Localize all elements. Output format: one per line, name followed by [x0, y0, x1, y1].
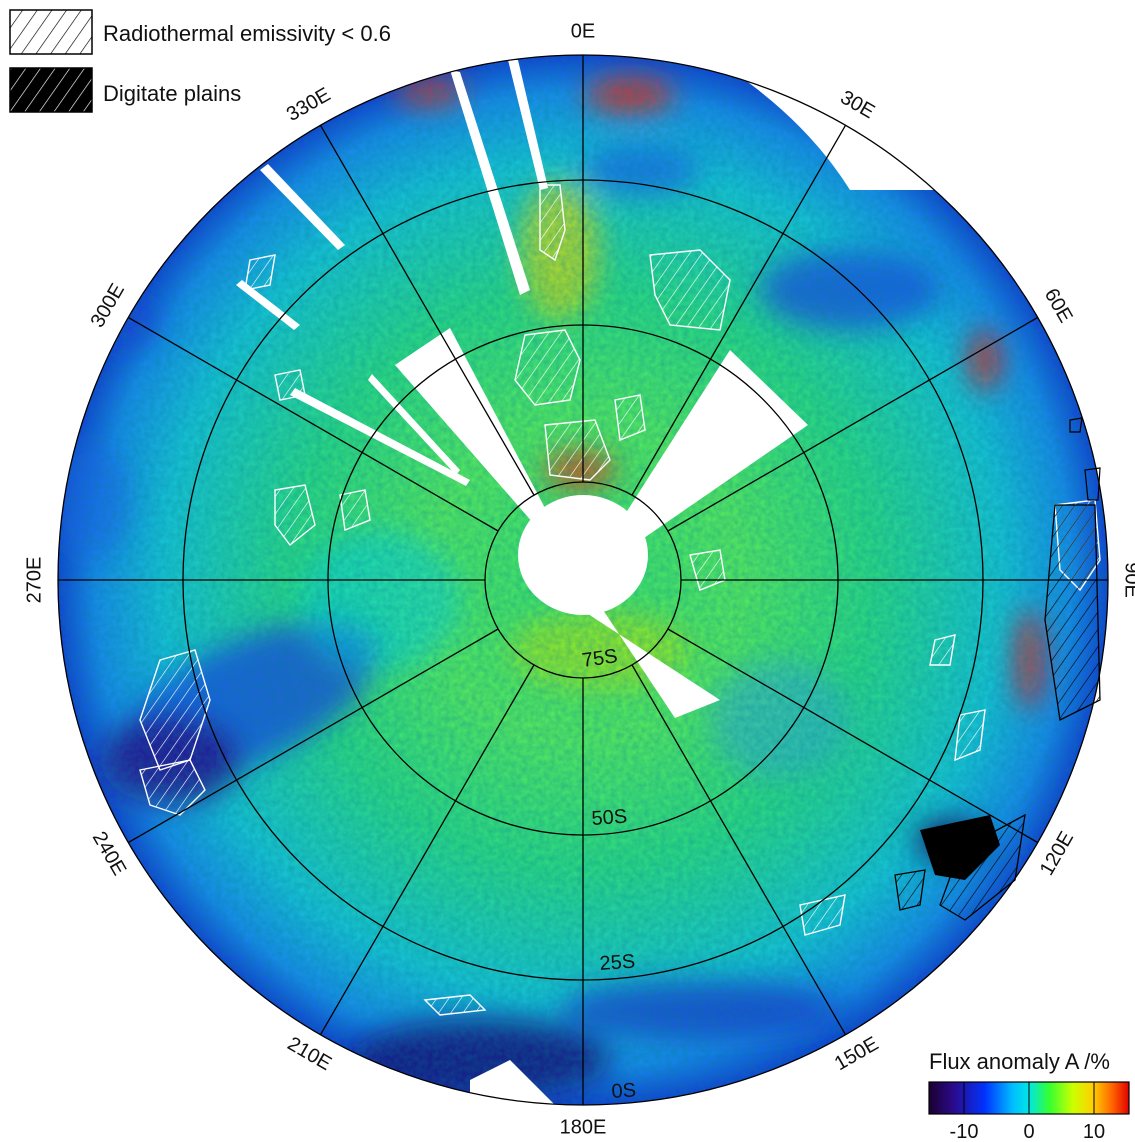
lat-label-50s: 50S: [591, 806, 628, 830]
colorbar-title: Flux anomaly A /%: [929, 1049, 1110, 1074]
graticule: [57, 54, 1109, 1106]
legend-swatch-digitate-plains: [9, 67, 93, 113]
lon-label-60e: 60E: [1040, 285, 1077, 327]
lon-label-180e: 180E: [560, 1116, 607, 1138]
colorbar-tick-0: 0: [1023, 1121, 1034, 1142]
legend-label-digitate-plains: Digitate plains: [103, 81, 241, 106]
colorbar: Flux anomaly A /% -10 0 10: [928, 1049, 1130, 1142]
lon-label-0e: 0E: [571, 20, 595, 42]
meridian-240e: [128, 628, 499, 844]
meridian-60e: [667, 316, 1038, 532]
lon-label-300e: 300E: [87, 280, 129, 331]
colorbar-tick-10: 10: [1083, 1121, 1105, 1142]
legend-swatch-low-emissivity: [9, 9, 93, 55]
meridian-150e: [631, 664, 847, 1035]
lon-label-270e: 270E: [23, 557, 45, 604]
legend: Radiothermal emissivity < 0.6 Digitate p…: [9, 9, 391, 113]
meridian-lines: [58, 55, 1108, 1105]
lon-label-330e: 330E: [283, 84, 334, 126]
lon-label-90e: 90E: [1121, 562, 1135, 598]
digitate-plains: [894, 417, 1101, 921]
colorbar-tick-minus10: -10: [950, 1121, 979, 1142]
meridian-300e: [128, 316, 499, 532]
meridian-30e: [631, 125, 847, 496]
legend-label-low-emissivity: Radiothermal emissivity < 0.6: [103, 21, 391, 46]
lat-label-25s: 25S: [599, 951, 636, 975]
meridian-330e: [319, 125, 535, 496]
meridian-120e: [667, 628, 1038, 844]
lat-label-0s: 0S: [611, 1079, 637, 1103]
meridian-210e: [319, 664, 535, 1035]
lat-label-75s: 75S: [581, 645, 619, 672]
lon-label-30e: 30E: [836, 86, 878, 123]
